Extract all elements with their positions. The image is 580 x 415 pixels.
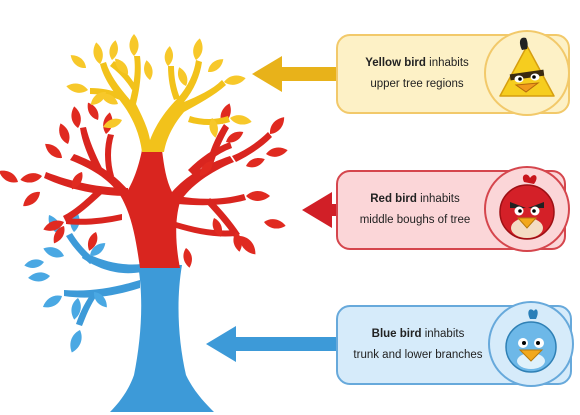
callout-blue-bird: Blue bird inhabits trunk and lower branc… — [336, 301, 574, 387]
callout-red-bold: Red bird — [370, 193, 417, 205]
callout-yellow-text: Yellow bird inhabits upper tree regions — [338, 53, 568, 95]
callout-blue-text: Blue bird inhabits trunk and lower branc… — [338, 324, 570, 366]
callout-red-rest: inhabits — [416, 193, 460, 205]
callout-red-line2: middle boughs of tree — [359, 214, 471, 226]
callout-red-bird: Red bird inhabits middle boughs of tree — [336, 166, 570, 252]
callout-yellow-line2: upper tree regions — [370, 78, 464, 90]
blue-leaves — [23, 209, 111, 355]
arrow-yellow — [252, 56, 338, 92]
callout-yellow-bold: Yellow bird — [365, 57, 426, 69]
blue-bird-icon — [488, 301, 574, 387]
callout-yellow-bird: Yellow bird inhabits upper tree regions — [336, 30, 570, 116]
red-bird-icon — [484, 166, 570, 252]
callout-blue-bold: Blue bird — [371, 328, 422, 340]
callout-blue-rest: inhabits — [421, 328, 465, 340]
callout-red-text: Red bird inhabits middle boughs of tree — [338, 189, 564, 231]
yellow-bird-icon — [484, 30, 570, 116]
callout-yellow-rest: inhabits — [425, 57, 469, 69]
yellow-branches — [90, 56, 230, 152]
arrow-blue — [206, 326, 338, 362]
callout-blue-line2: trunk and lower branches — [353, 349, 483, 361]
tree-trunk — [64, 233, 214, 412]
